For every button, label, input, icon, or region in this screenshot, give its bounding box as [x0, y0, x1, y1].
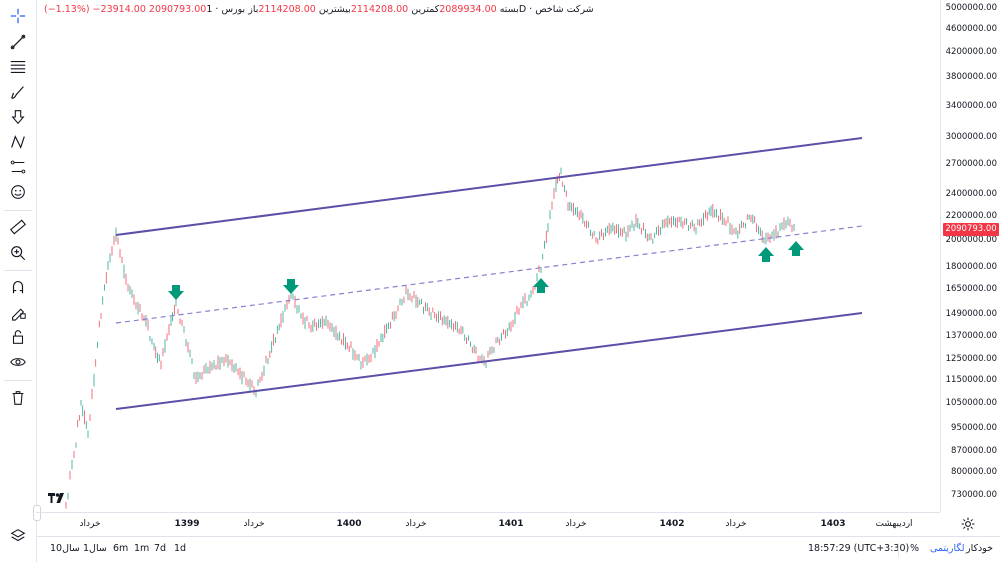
price-tick-label: 1490000.00	[945, 309, 997, 320]
price-tick-label: 1650000.00	[945, 283, 997, 294]
bottom-toolbar: 1d 7d 1m 6m 1سال 10سال 18:57:29 (UTC+3:3…	[36, 536, 1000, 563]
price-tick-label: 4600000.00	[945, 24, 997, 35]
drawing-toolbar	[0, 0, 37, 562]
arrow-down-1	[168, 285, 184, 300]
price-tick-label: 870000.00	[951, 445, 997, 456]
legend-high-label: بیشترین	[318, 4, 351, 15]
legend-close-label: بسته	[499, 4, 519, 15]
arrow-up-1	[533, 278, 549, 293]
toolbar-collapse-handle[interactable]	[33, 505, 41, 521]
price-tick-label: 1800000.00	[945, 261, 997, 272]
legend-symbol[interactable]: شرکت شاخص	[535, 4, 594, 15]
brush-icon[interactable]	[8, 82, 28, 102]
legend-change: −23914.00	[92, 4, 146, 15]
layers-icon[interactable]	[8, 526, 28, 546]
price-tick-label: 4200000.00	[945, 47, 997, 58]
range-1d-button[interactable]: 1d	[174, 543, 187, 554]
legend-close: 2090793.00	[148, 4, 207, 15]
price-axis[interactable]: 5000000.00 4600000.00 4200000.00 3800000.00…	[940, 0, 1000, 512]
channel-lower-line	[115, 312, 863, 410]
channel-midline	[115, 225, 863, 324]
measure-path-icon[interactable]	[8, 157, 28, 177]
candles-group	[65, 167, 795, 509]
chart-pane[interactable]	[36, 0, 940, 512]
symbol-legend: (−1.13%) −23914.00 2090793.00 بسته 208993…	[44, 4, 594, 15]
legend-open: 2114208.00	[258, 4, 316, 15]
percent-toggle[interactable]: %	[910, 543, 920, 554]
toolbar-divider	[4, 380, 32, 381]
fib-retracement-icon[interactable]	[8, 57, 28, 77]
time-label: 1400	[336, 519, 362, 529]
legend-interval[interactable]: 1D	[206, 4, 527, 15]
time-label: 1399	[174, 519, 200, 529]
price-tick-label: 3400000.00	[945, 100, 997, 111]
log-scale-toggle[interactable]: لگاریتمی	[930, 543, 965, 554]
price-tick-label: 950000.00	[951, 423, 997, 434]
price-tick-label: 1370000.00	[945, 330, 997, 341]
time-label: اردیبهشت	[875, 519, 913, 529]
range-10y-button[interactable]: 10سال	[50, 543, 80, 554]
lock-drawing-icon[interactable]	[8, 302, 28, 322]
bottom-divider	[898, 543, 899, 557]
unlock-icon[interactable]	[8, 327, 28, 347]
range-1y-button[interactable]: 1سال	[83, 543, 107, 554]
price-tick-label: 3800000.00	[945, 72, 997, 83]
price-tick-label: 3000000.00	[945, 132, 997, 143]
arrow-marker-icon[interactable]	[8, 107, 28, 127]
time-label: خرداد	[243, 519, 265, 529]
price-tick-label: 1050000.00	[945, 397, 997, 408]
legend-exchange: بورس	[221, 4, 246, 15]
legend-low-label: کمترین	[411, 4, 440, 15]
price-tick-label: 2400000.00	[945, 188, 997, 199]
crosshair-icon[interactable]	[8, 6, 28, 26]
arrow-up-3	[788, 241, 804, 256]
arrow-up-2	[758, 247, 774, 262]
time-label: خرداد	[79, 519, 101, 529]
tradingview-logo[interactable]	[48, 492, 66, 504]
arrow-down-2	[283, 279, 299, 294]
ruler-icon[interactable]	[8, 217, 28, 237]
price-tick-label: 800000.00	[951, 466, 997, 477]
channel-upper-line	[115, 137, 863, 236]
price-tick-label: 5000000.00	[945, 3, 997, 13]
time-label: 1401	[498, 519, 524, 529]
price-tick-label: 730000.00	[951, 490, 997, 500]
auto-scale-toggle[interactable]: خودکار	[966, 543, 994, 554]
time-label: خرداد	[725, 519, 747, 529]
clock-timezone[interactable]: 18:57:29 (UTC+3:30)	[808, 543, 910, 554]
range-1m-button[interactable]: 1m	[134, 543, 150, 554]
range-6m-button[interactable]: 6m	[113, 543, 129, 554]
pattern-icon[interactable]	[8, 132, 28, 152]
toolbar-divider	[4, 270, 32, 271]
time-label: 1402	[659, 519, 685, 529]
price-tick-label: 2700000.00	[945, 158, 997, 169]
legend-change-pct: (−1.13%)	[44, 4, 90, 15]
price-tick-label: 2000000.00	[945, 234, 997, 245]
price-tick-label: 2200000.00	[945, 210, 997, 221]
time-axis[interactable]: خرداد 1399 خرداد 1400 خرداد 1401 خرداد 1…	[36, 512, 940, 537]
eye-icon[interactable]	[8, 352, 28, 372]
legend-low: 2089934.00	[439, 4, 497, 15]
trash-icon[interactable]	[8, 388, 28, 408]
time-label: 1403	[820, 519, 846, 529]
range-7d-button[interactable]: 7d	[154, 543, 167, 554]
magnet-icon[interactable]	[8, 277, 28, 297]
legend-high: 2114208.00	[350, 4, 409, 15]
price-tick-label: 1250000.00	[945, 353, 997, 364]
chart-settings-gear-icon[interactable]	[960, 516, 976, 532]
zoom-in-icon[interactable]	[8, 243, 28, 263]
price-chart[interactable]	[36, 0, 940, 512]
price-tick-label: 1150000.00	[945, 374, 997, 385]
legend-open-label: باز	[248, 4, 259, 15]
current-price-badge: 2090793.00	[943, 223, 999, 236]
toolbar-divider	[4, 210, 32, 211]
time-label: خرداد	[565, 519, 587, 529]
emoji-icon[interactable]	[8, 182, 28, 202]
trend-line-icon[interactable]	[8, 32, 28, 52]
time-label: خرداد	[405, 519, 427, 529]
